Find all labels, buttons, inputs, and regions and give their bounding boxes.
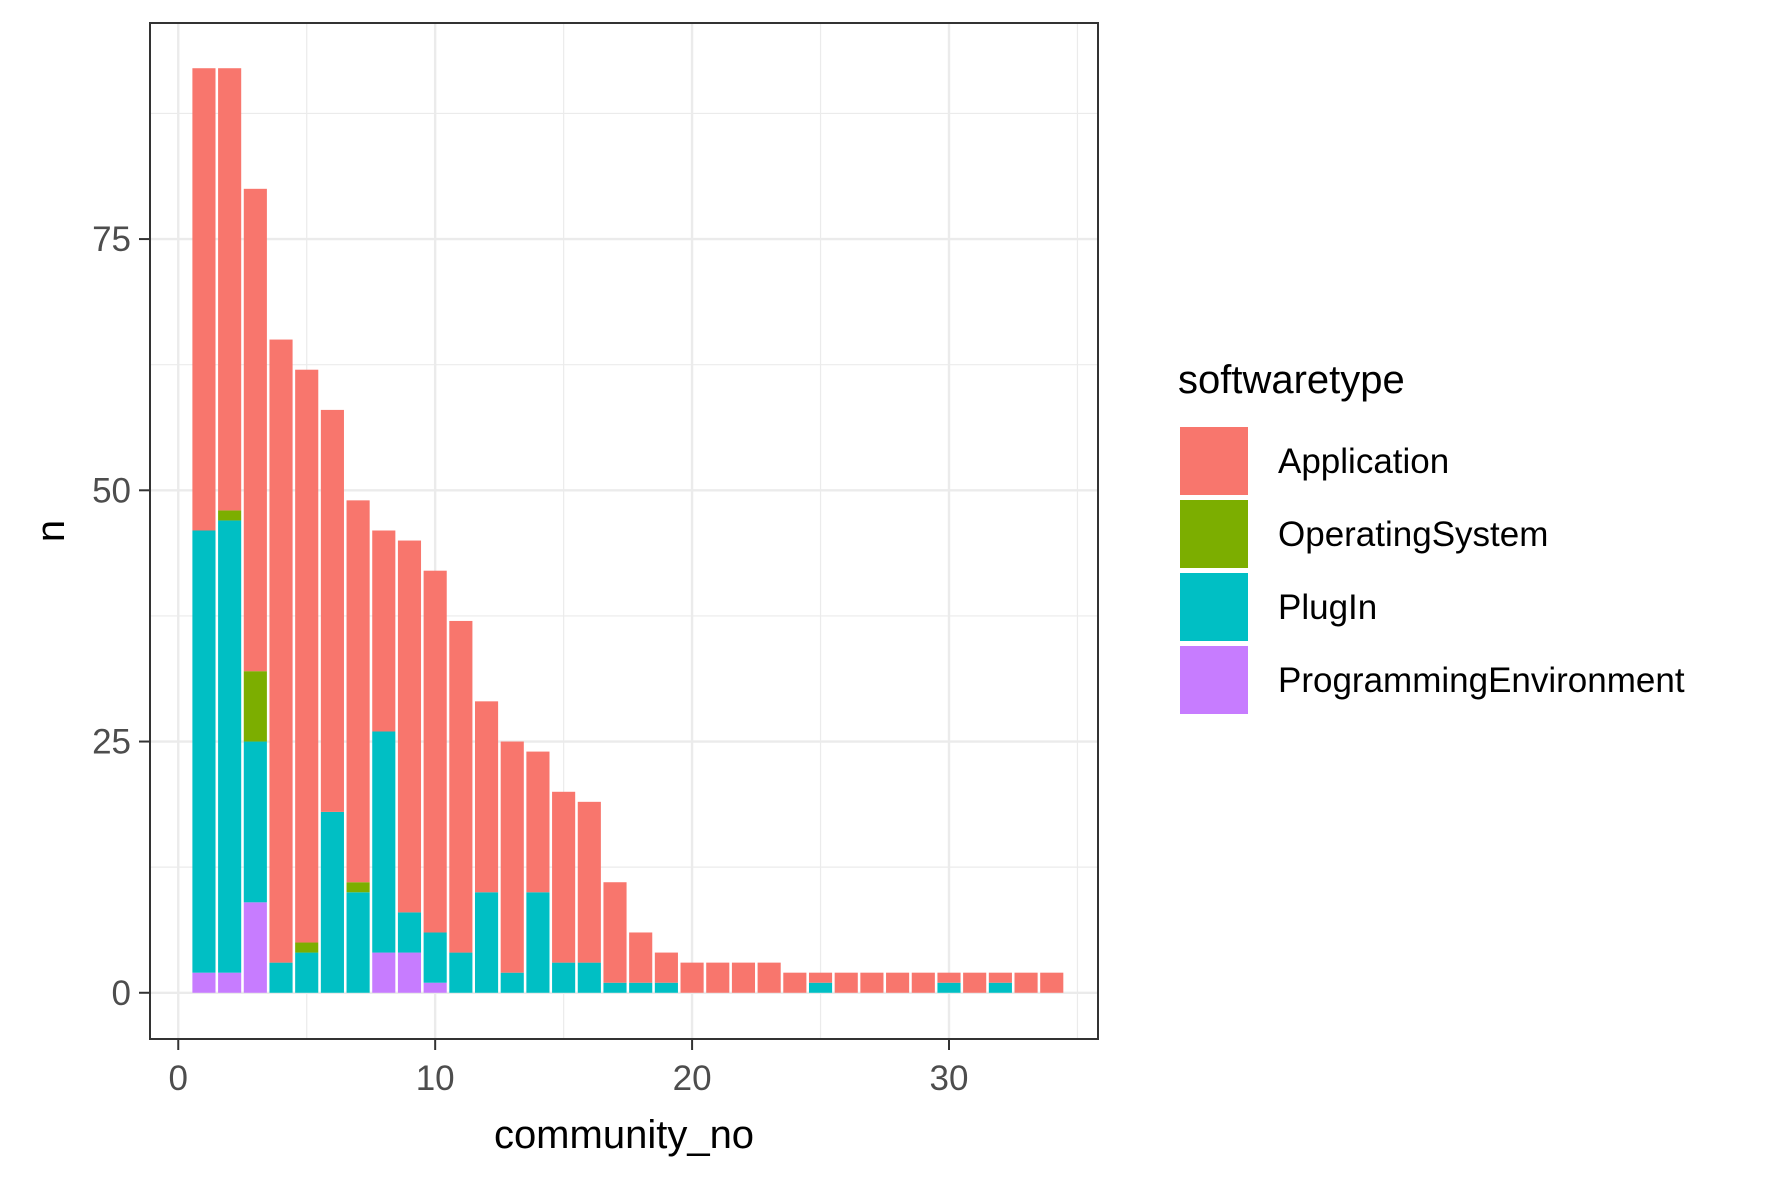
bar-segment-operatingsystem-7 (346, 882, 370, 893)
bar-segment-plugin-15 (552, 962, 576, 993)
legend-label-operatingsystem: OperatingSystem (1278, 515, 1548, 554)
x-tick-label: 0 (169, 1059, 188, 1098)
bar-segment-application-33 (1014, 972, 1038, 993)
bar-segment-plugin-2 (218, 520, 242, 973)
bar-segment-application-26 (834, 972, 858, 993)
bars (192, 68, 1064, 993)
legend-label-application: Application (1278, 442, 1449, 481)
bar-segment-plugin-9 (397, 912, 422, 953)
legend-label-programmingenvironment: ProgrammingEnvironment (1278, 661, 1685, 700)
bar-segment-application-8 (372, 530, 396, 732)
bar-segment-programmingenvironment-8 (372, 952, 396, 993)
bar-segment-programmingenvironment-3 (243, 902, 267, 993)
bar-segment-application-6 (320, 409, 344, 812)
bar-segment-application-34 (1040, 972, 1064, 993)
x-tick-label: 20 (673, 1059, 712, 1098)
bar-segment-plugin-1 (192, 530, 216, 973)
bar-segment-application-16 (577, 801, 601, 963)
y-axis-title: n (29, 520, 73, 542)
bar-segment-application-19 (654, 952, 678, 983)
bar-segment-application-12 (474, 701, 499, 893)
bar-segment-programmingenvironment-9 (397, 952, 422, 993)
bar-segment-application-5 (295, 369, 319, 943)
bar-segment-plugin-5 (295, 952, 319, 993)
bar-segment-application-9 (397, 540, 422, 913)
bar-segment-plugin-32 (988, 982, 1012, 993)
bar-segment-plugin-17 (603, 982, 627, 993)
bar-segment-application-7 (346, 500, 370, 883)
bar-segment-plugin-13 (500, 972, 524, 993)
bar-segment-programmingenvironment-2 (218, 972, 242, 993)
x-tick-label: 10 (416, 1059, 455, 1098)
bar-segment-application-23 (757, 962, 781, 993)
bar-segment-plugin-4 (269, 962, 293, 993)
x-tick-label: 30 (930, 1059, 969, 1098)
bar-segment-programmingenvironment-10 (423, 982, 447, 993)
bar-segment-application-3 (243, 188, 267, 672)
legend-key-programmingenvironment (1180, 646, 1248, 714)
bar-segment-plugin-16 (577, 962, 601, 993)
legend-key-plugin (1180, 573, 1248, 641)
panel-border (149, 22, 1099, 1040)
bar-segment-operatingsystem-5 (295, 942, 319, 953)
bar-segment-plugin-14 (526, 892, 550, 993)
legend-key-application (1180, 427, 1248, 495)
bar-segment-plugin-12 (474, 892, 499, 993)
plot-panel (149, 22, 1099, 1040)
legend-key-operatingsystem (1180, 500, 1248, 568)
bar-segment-application-15 (552, 791, 576, 963)
bar-segment-plugin-10 (423, 932, 447, 983)
bar-segment-plugin-11 (449, 952, 473, 993)
bar-segment-application-21 (706, 962, 730, 993)
bar-segment-application-18 (629, 932, 653, 983)
minor-gridlines (150, 23, 1098, 1039)
bar-segment-application-29 (911, 972, 935, 993)
bar-segment-operatingsystem-3 (243, 671, 267, 742)
bar-segment-plugin-3 (243, 741, 267, 903)
x-axis-title: community_no (494, 1113, 754, 1157)
bar-segment-application-25 (808, 972, 833, 983)
legend-label-plugin: PlugIn (1278, 588, 1377, 627)
bar-segment-application-27 (860, 972, 884, 993)
bar-segment-application-24 (783, 972, 807, 993)
bar-segment-plugin-18 (629, 982, 653, 993)
bar-segment-application-20 (680, 962, 704, 993)
bar-segment-application-31 (963, 972, 987, 993)
legend-keys: Application OperatingSystem PlugIn Programm… (1180, 427, 1685, 714)
bar-segment-application-30 (937, 972, 961, 983)
bar-segment-plugin-19 (654, 982, 678, 993)
bar-segment-application-11 (449, 620, 473, 953)
y-tick-label: 75 (92, 220, 131, 259)
bar-segment-programmingenvironment-1 (192, 972, 216, 993)
bar-segment-plugin-30 (937, 982, 961, 993)
bar-segment-application-22 (731, 962, 756, 993)
bar-segment-application-13 (500, 741, 524, 973)
bar-segment-plugin-7 (346, 892, 370, 993)
bar-segment-application-17 (603, 882, 627, 983)
bar-segment-plugin-8 (372, 731, 396, 953)
y-tick-label: 50 (92, 471, 131, 510)
bar-segment-application-28 (886, 972, 910, 993)
y-axis: 0 25 50 75 (92, 220, 150, 1013)
bar-segment-application-14 (526, 751, 550, 893)
bar-segment-application-2 (218, 68, 242, 511)
bar-segment-application-32 (988, 972, 1012, 983)
y-tick-label: 25 (92, 723, 131, 762)
bar-segment-plugin-25 (808, 982, 833, 993)
bar-segment-operatingsystem-2 (218, 510, 242, 521)
bar-segment-application-10 (423, 570, 447, 933)
bar-segment-application-4 (269, 339, 293, 963)
legend-title: softwaretype (1178, 358, 1405, 402)
y-tick-label: 0 (112, 974, 131, 1013)
x-axis: 0 10 20 30 (169, 1039, 969, 1098)
legend: softwaretype Application OperatingSystem P… (1178, 358, 1685, 714)
bar-segment-application-1 (192, 68, 216, 531)
bar-segment-plugin-6 (320, 811, 344, 993)
